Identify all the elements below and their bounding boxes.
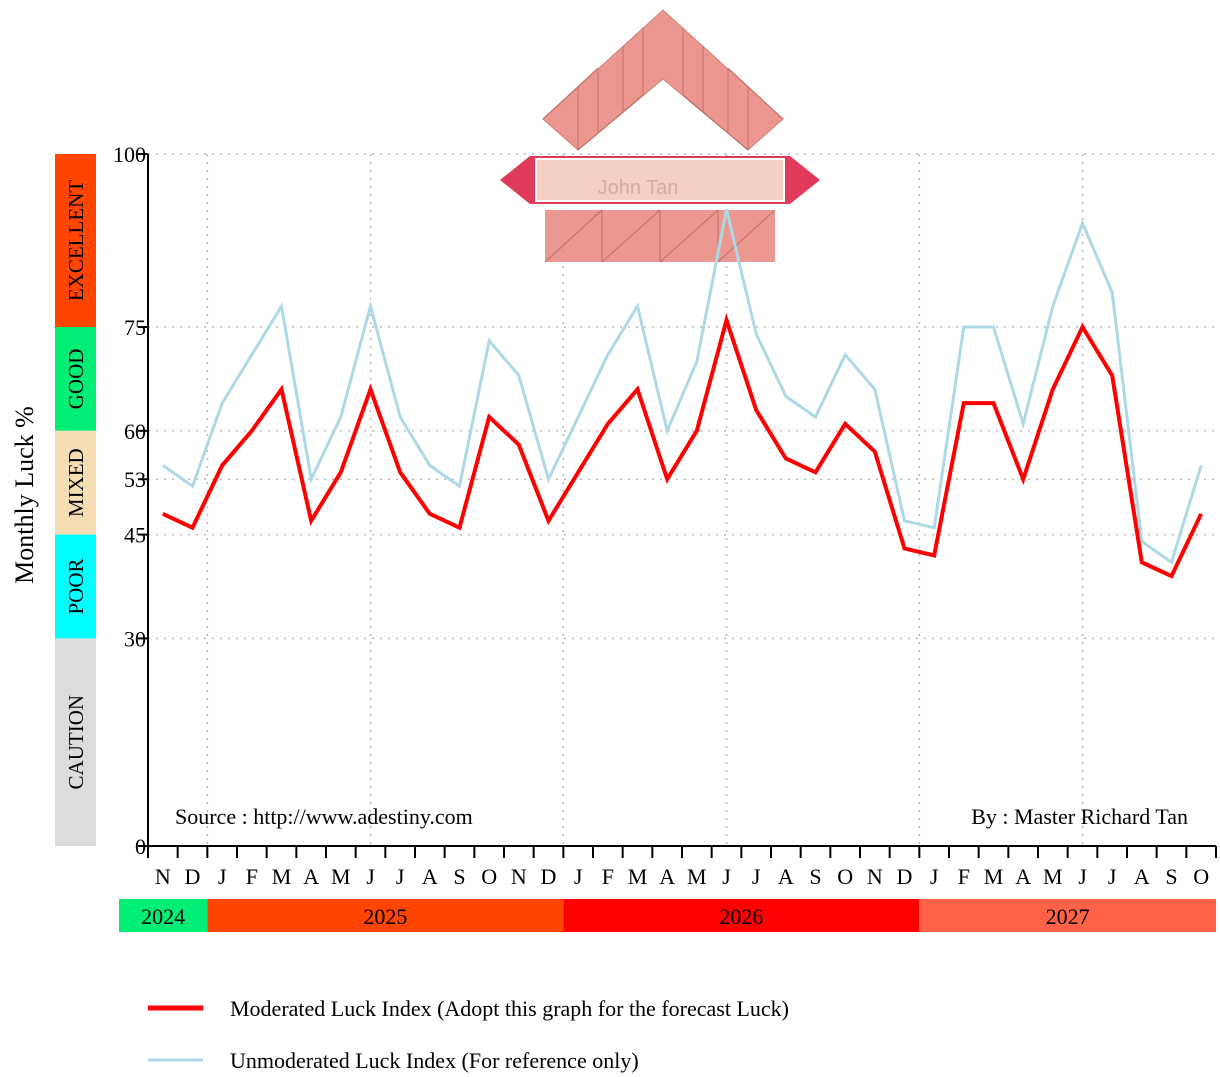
source-note: Source : http://www.adestiny.com [175,804,473,829]
author-note: By : Master Richard Tan [971,804,1188,829]
x-tick-label: A [659,864,675,889]
year-segment [563,899,920,932]
y-tick-label: 30 [124,626,146,651]
y-tick-label: 100 [113,142,146,167]
year-segment [207,899,564,932]
series-line-0 [161,313,1204,579]
year-label: 2026 [719,904,763,929]
x-tick-label: S [453,864,465,889]
x-tick-label: J [396,864,405,889]
logo: John Tan [500,9,820,263]
band-label: EXCELLENT [64,180,88,301]
x-tick-label: M [1043,864,1063,889]
x-tick-label: M [331,864,351,889]
y-axis-label: Monthly Luck % [10,406,39,584]
x-tick-label: A [303,864,319,889]
x-tick-label: O [837,864,853,889]
x-tick-label: N [511,864,527,889]
band-label: MIXED [64,448,88,517]
legend: Moderated Luck Index (Adopt this graph f… [148,996,789,1073]
y-tick-label: 53 [124,467,146,492]
band-poor [55,534,96,639]
year-label: 2027 [1046,904,1090,929]
year-bar: 2024 2025 2026 2027 [119,899,1216,932]
band-mixed [55,430,96,535]
legend-label-0: Moderated Luck Index (Adopt this graph f… [230,996,789,1021]
x-tick-label: J [1078,864,1087,889]
band-caution [55,638,96,846]
year-label: 2025 [363,904,407,929]
x-tick-label: J [722,864,731,889]
x-tick-label: A [1134,864,1150,889]
y-tick-label: 45 [124,523,146,548]
year-label: 2024 [141,904,185,929]
x-tick-label: N [867,864,883,889]
x-tick-label: S [809,864,821,889]
x-tick-label: J [752,864,761,889]
x-tick-label: M [687,864,707,889]
x-tick-label: M [272,864,292,889]
y-tick-label: 75 [124,315,146,340]
x-tick-label: J [218,864,227,889]
series-line-1 [161,209,1203,565]
x-tick-label: M [628,864,648,889]
band-excellent [55,154,96,327]
logo-name-text: John Tan [598,177,679,199]
x-tick-label: A [1015,864,1031,889]
x-tick-label: D [185,864,201,889]
series-lines [161,209,1204,579]
legend-label-1: Unmoderated Luck Index (For reference on… [230,1048,639,1073]
year-segment [119,899,208,932]
x-tick-label: J [574,864,583,889]
y-tick-label: 0 [135,834,146,859]
x-tick-label: F [246,864,258,889]
x-tick-label: O [481,864,497,889]
band-label: CAUTION [64,695,88,790]
x-tick-label: A [778,864,794,889]
x-tick-label: J [1108,864,1117,889]
year-segment [919,899,1216,932]
band-label: GOOD [64,349,88,410]
x-tick-label: J [930,864,939,889]
x-tick-label: J [366,864,375,889]
x-tick-label: N [155,864,171,889]
band-good [55,327,96,431]
x-tick-label: F [958,864,970,889]
band-label: POOR [64,558,88,614]
x-tick-label: O [1193,864,1209,889]
x-tick-label: F [602,864,614,889]
y-tick-label: 60 [124,419,146,444]
x-tick-label: D [897,864,913,889]
x-tick-label: M [984,864,1004,889]
luck-band-column: EXCELLENT GOOD MIXED POOR CAUTION [55,154,96,846]
x-tick-label: D [541,864,557,889]
x-tick-label: S [1165,864,1177,889]
x-tick-label: A [422,864,438,889]
